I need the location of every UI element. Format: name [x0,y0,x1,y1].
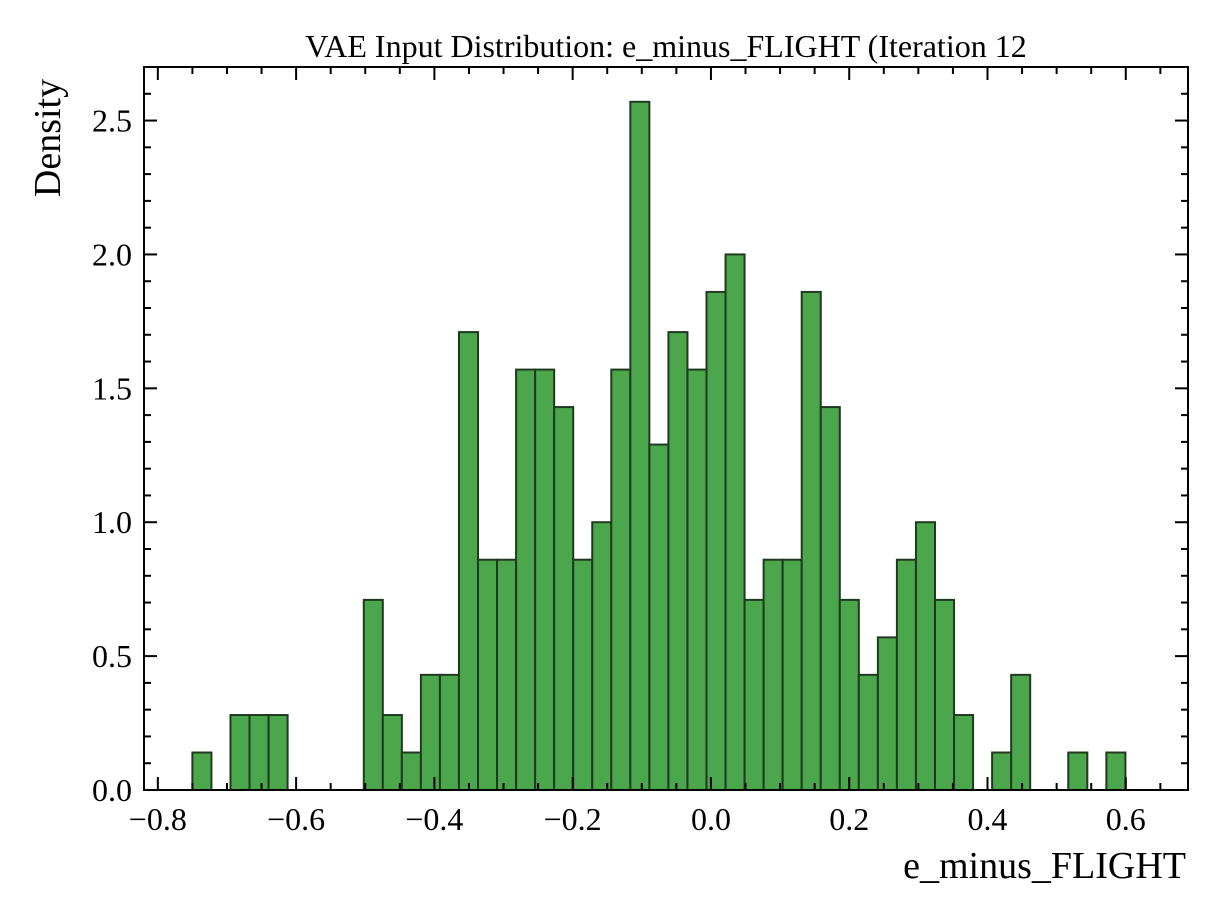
histogram-bar [933,598,956,791]
histogram-bar [610,368,632,791]
y-axis-label: Density [27,79,69,197]
histogram-bar [1067,751,1089,792]
histogram-bars [191,100,1127,792]
histogram-bar [743,598,765,791]
histogram-bar [515,368,537,791]
plot-frame [143,66,1189,791]
axis-ticks: −0.8 −0.6 −0.4 −0.2 0.0 0.2 0.4 0.6 0.0 0.5 1.0 1.5… [92,66,1188,837]
histogram-bar [819,406,841,791]
y-tick-label: 0.5 [92,638,132,674]
histogram-bar [534,368,556,791]
histogram-bar [496,558,518,792]
x-axis-label: e_minus_FLIGHT [903,845,1186,887]
histogram-bar [229,714,251,792]
histogram-bar [1010,673,1032,791]
y-tick-label: 1.0 [92,504,132,540]
x-tick-label: 0.4 [967,801,1007,837]
y-tick-label: 2.5 [92,103,132,139]
histogram-bar [381,714,403,792]
histogram-bar [400,751,422,792]
histogram-bar [648,443,670,791]
chart-title: VAE Input Distribution: e_minus_FLIGHT (… [305,28,1026,64]
histogram-bar [781,558,803,792]
histogram-bar [705,290,727,791]
histogram-bar [553,406,575,791]
histogram-bar [477,558,499,792]
x-tick-label: 0.6 [1106,801,1146,837]
y-tick-label: 0.0 [92,772,132,808]
histogram-bar [667,331,689,791]
histogram-bar [686,368,708,791]
histogram-bar [419,673,441,791]
histogram-bar [953,714,975,792]
histogram-bar [267,714,289,792]
histogram-bar [1105,751,1127,792]
x-tick-label: −0.6 [267,801,325,837]
histogram-bar [991,751,1013,792]
histogram-bar [572,558,594,792]
histogram-bar [895,558,917,792]
histogram-bar [800,290,822,791]
y-tick-label: 2.0 [92,236,132,272]
histogram-bar [191,751,213,792]
histogram-bar [857,673,879,791]
histogram-bar [457,331,480,791]
histogram-bar [629,100,651,791]
histogram-bar [838,598,860,791]
histogram-bar [724,253,746,791]
y-tick-label: 1.5 [92,370,132,406]
x-tick-label: −0.2 [544,801,602,837]
x-tick-label: −0.4 [405,801,463,837]
histogram-bar [591,521,613,791]
histogram-bar [876,636,898,791]
x-tick-label: 0.2 [829,801,869,837]
histogram-bar [248,714,270,792]
x-tick-label: −0.8 [129,801,187,837]
histogram-bar [914,521,936,791]
histogram-bar [362,598,384,791]
histogram-bar [438,673,460,791]
x-tick-label: 0.0 [691,801,731,837]
histogram-bar [762,558,784,792]
